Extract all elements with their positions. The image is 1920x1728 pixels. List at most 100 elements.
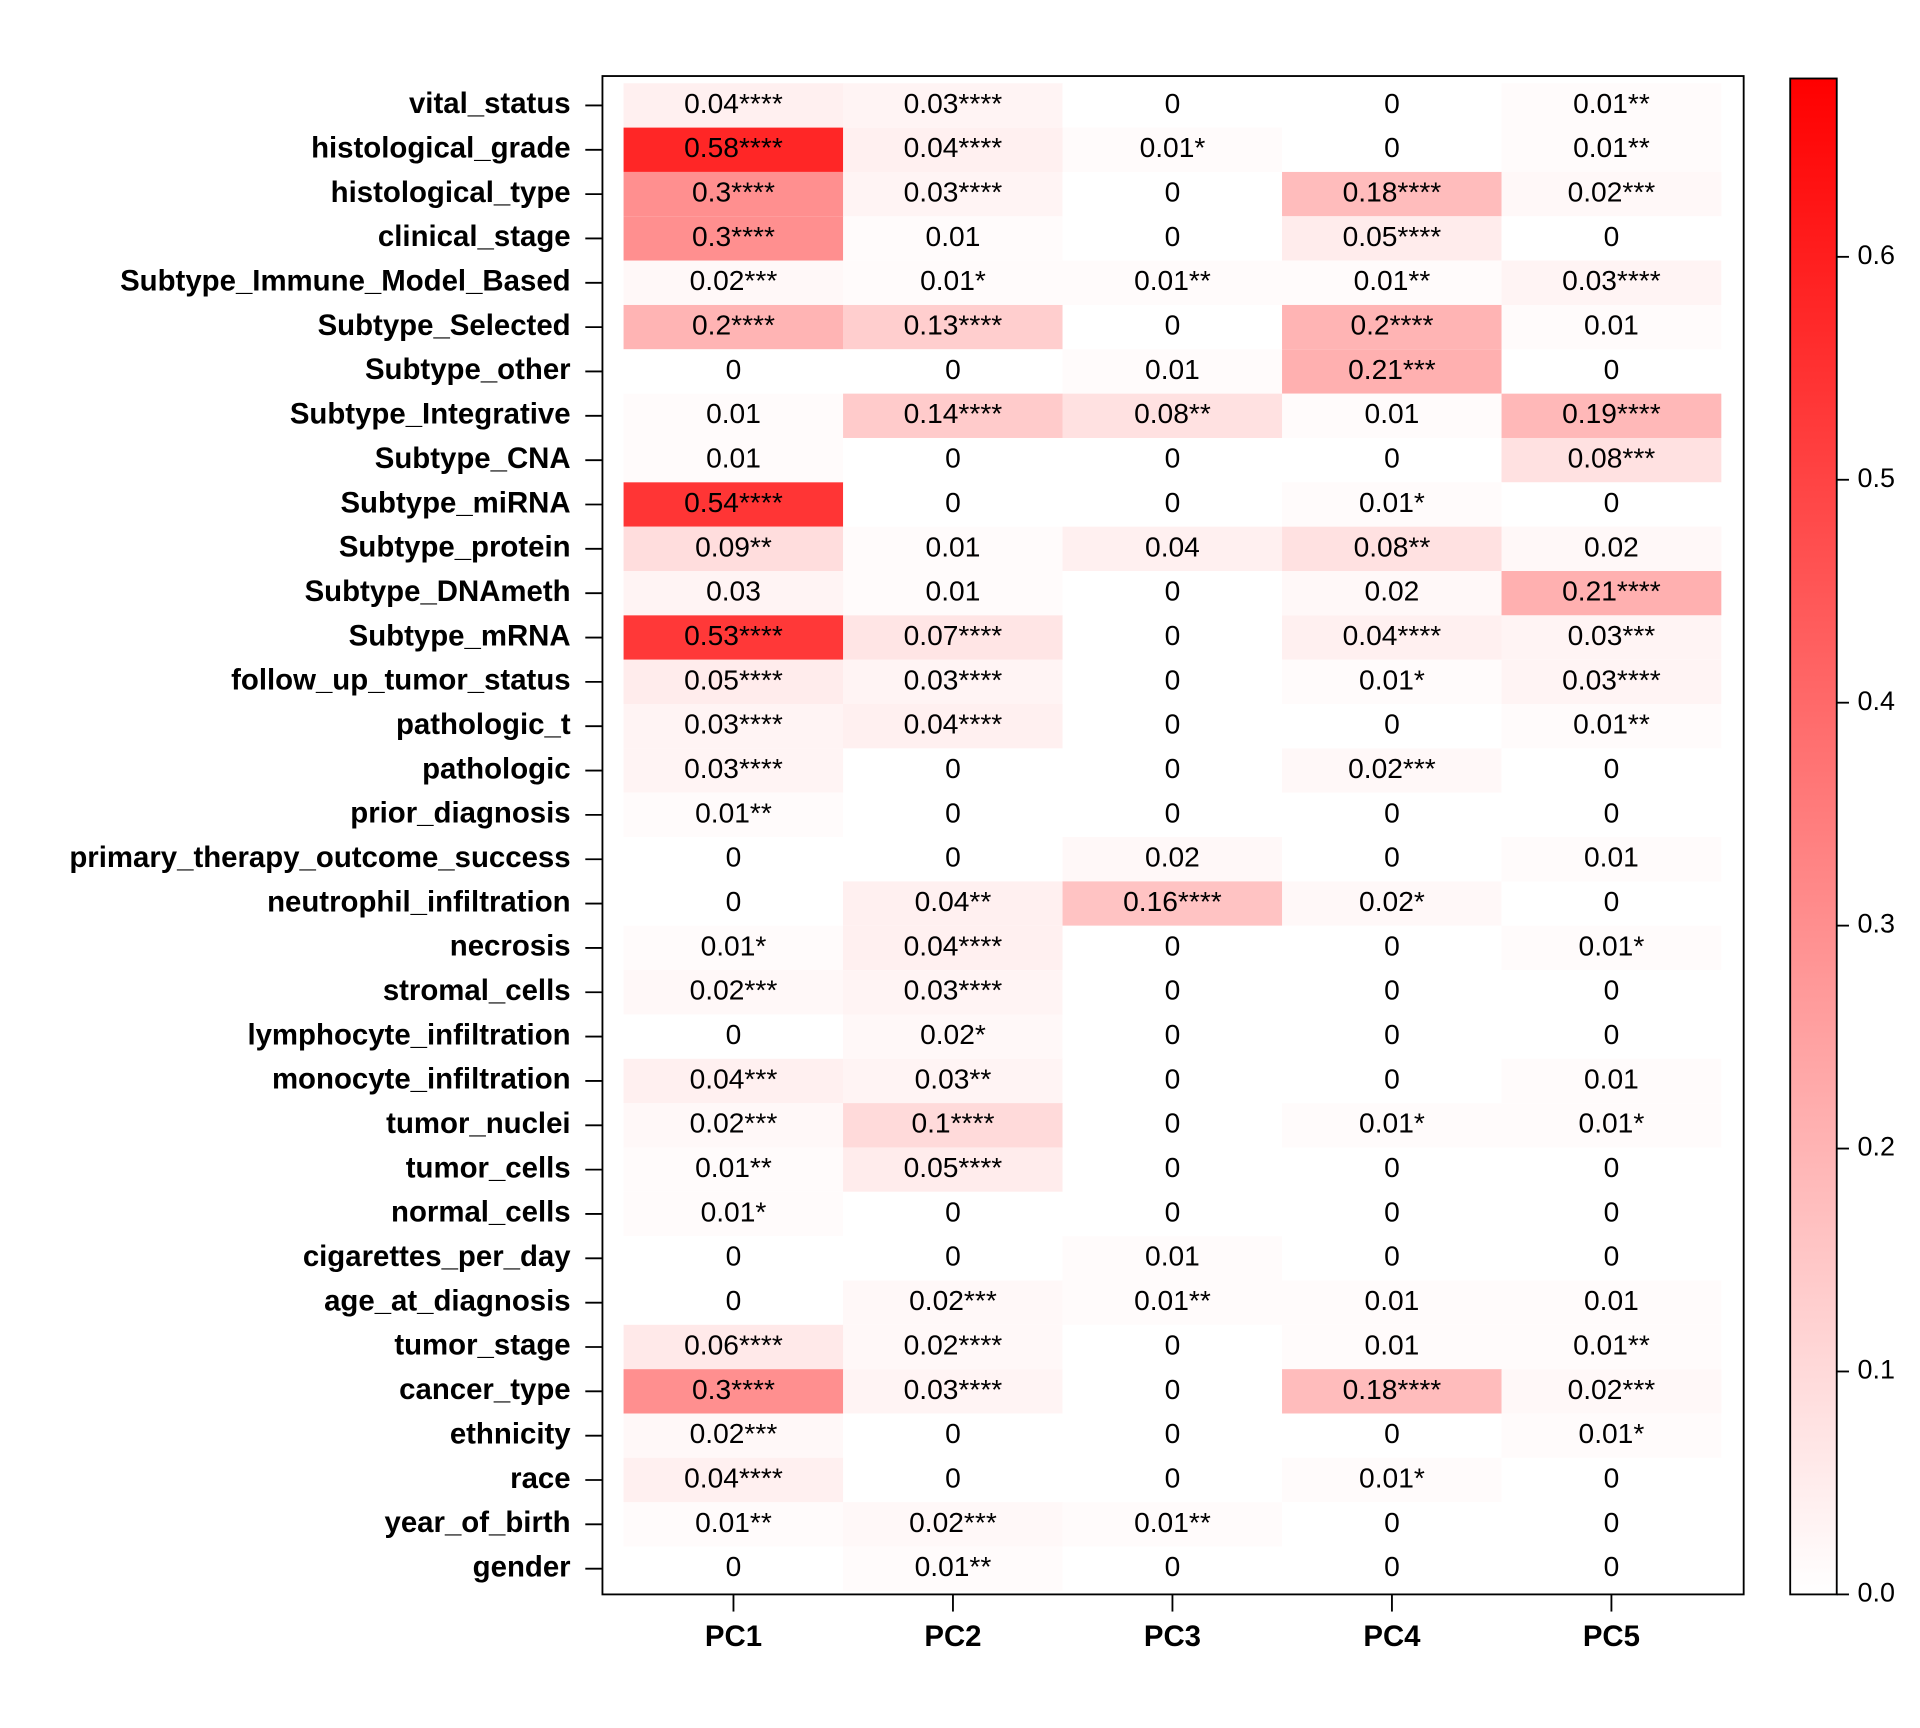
cell (843, 925, 1063, 971)
cell (1282, 881, 1502, 926)
cell (843, 615, 1063, 660)
cell-label: 0.02* (920, 1019, 986, 1050)
row-label: Subtype_other (365, 353, 571, 386)
cell (623, 1457, 844, 1503)
cell (1062, 1413, 1283, 1458)
cell (623, 304, 844, 350)
row-label: ethnicity (450, 1417, 571, 1450)
cell (1062, 1147, 1283, 1192)
cell (1282, 704, 1502, 749)
cell (1282, 171, 1502, 217)
cell-label: 0 (1165, 753, 1181, 784)
cell-label: 0.3**** (692, 177, 775, 208)
cell-label: 0 (1165, 1374, 1181, 1405)
cell (1501, 571, 1722, 616)
cell-label: 0.3**** (692, 1374, 775, 1405)
cell (623, 659, 844, 705)
cell-label: 0.03**** (904, 88, 1003, 119)
cell-label: 0.04**** (684, 1462, 783, 1493)
row-label: pathologic_t (396, 708, 571, 741)
cell-label: 0 (945, 842, 961, 873)
cell (843, 792, 1063, 838)
row-label: clinical_stage (378, 220, 571, 253)
cell (1501, 1369, 1722, 1414)
row-label: pathologic (422, 752, 571, 785)
row-label: Subtype_mRNA (349, 619, 571, 652)
cell-label: 0 (1384, 975, 1400, 1006)
cell-label: 0.01 (1584, 1285, 1639, 1316)
cell (1062, 1369, 1283, 1414)
cell-label: 0.02**** (904, 1329, 1003, 1360)
cell-label: 0 (1384, 1241, 1400, 1272)
cell (1062, 216, 1283, 261)
row-label: normal_cells (391, 1196, 571, 1229)
cell-label: 0 (1165, 1063, 1181, 1094)
cell (623, 792, 844, 838)
cell (1282, 1147, 1502, 1192)
cell (843, 482, 1063, 527)
cell (1282, 1058, 1502, 1104)
cell-label: 0 (1165, 1329, 1181, 1360)
row-label: Subtype_Immune_Model_Based (120, 265, 571, 298)
cell-label: 0 (1604, 1551, 1620, 1582)
cell (1282, 437, 1502, 483)
cell (1062, 792, 1283, 838)
cell (1501, 1502, 1722, 1547)
cell-label: 0.03**** (904, 975, 1003, 1006)
cell-label: 0.01 (1365, 1329, 1420, 1360)
cell (843, 260, 1063, 305)
cell (623, 1413, 844, 1458)
cell-label: 0.01 (1145, 1241, 1200, 1272)
cell (1501, 437, 1722, 483)
cell (1062, 526, 1283, 572)
cell-label: 0.01** (1573, 709, 1650, 740)
cell (1282, 659, 1502, 705)
cell (843, 571, 1063, 616)
cell (623, 437, 844, 483)
cell (1062, 1457, 1283, 1503)
cell-label: 0.01* (701, 1196, 767, 1227)
cell-label: 0.05**** (904, 1152, 1003, 1183)
row-label: primary_therapy_outcome_success (69, 841, 570, 874)
cell-label: 0 (1604, 1462, 1620, 1493)
cell (843, 216, 1063, 261)
cell-label: 0.13**** (904, 310, 1003, 341)
cell (623, 1147, 844, 1192)
cell-label: 0 (1384, 132, 1400, 163)
cell (1062, 127, 1283, 172)
row-label: Subtype_Integrative (290, 398, 571, 431)
cell (1282, 1280, 1502, 1325)
cell (1062, 837, 1283, 882)
cell-label: 0.01** (1573, 1329, 1650, 1360)
cell (1062, 1103, 1283, 1148)
row-label: Subtype_Selected (318, 309, 571, 342)
row-label: neutrophil_infiltration (267, 885, 571, 918)
cell (623, 1058, 844, 1104)
cell-label: 0.01* (1359, 487, 1425, 518)
cell-label: 0 (1165, 664, 1181, 695)
cell (623, 837, 844, 882)
cell (1062, 1502, 1283, 1547)
cell (623, 881, 844, 926)
cell-label: 0.08*** (1568, 443, 1656, 474)
cell-label: 0 (1165, 709, 1181, 740)
cell (843, 437, 1063, 483)
cell-label: 0 (1165, 1462, 1181, 1493)
cell-label: 0 (726, 1019, 742, 1050)
cell (843, 1236, 1063, 1281)
cell-label: 0.01 (926, 531, 981, 562)
cell-label: 0 (1604, 753, 1620, 784)
cell (623, 615, 844, 660)
cell (623, 1502, 844, 1547)
cell (1062, 571, 1283, 616)
cell (1501, 1103, 1722, 1148)
cell-label: 0 (1604, 975, 1620, 1006)
cell-label: 0 (1384, 1418, 1400, 1449)
cell (843, 1413, 1063, 1458)
cell (1282, 1014, 1502, 1059)
cell-label: 0.01* (1140, 132, 1206, 163)
cell-label: 0.2**** (1350, 310, 1433, 341)
cell-label: 0.04*** (690, 1063, 778, 1094)
cell (843, 1280, 1063, 1325)
cell (843, 1191, 1063, 1237)
